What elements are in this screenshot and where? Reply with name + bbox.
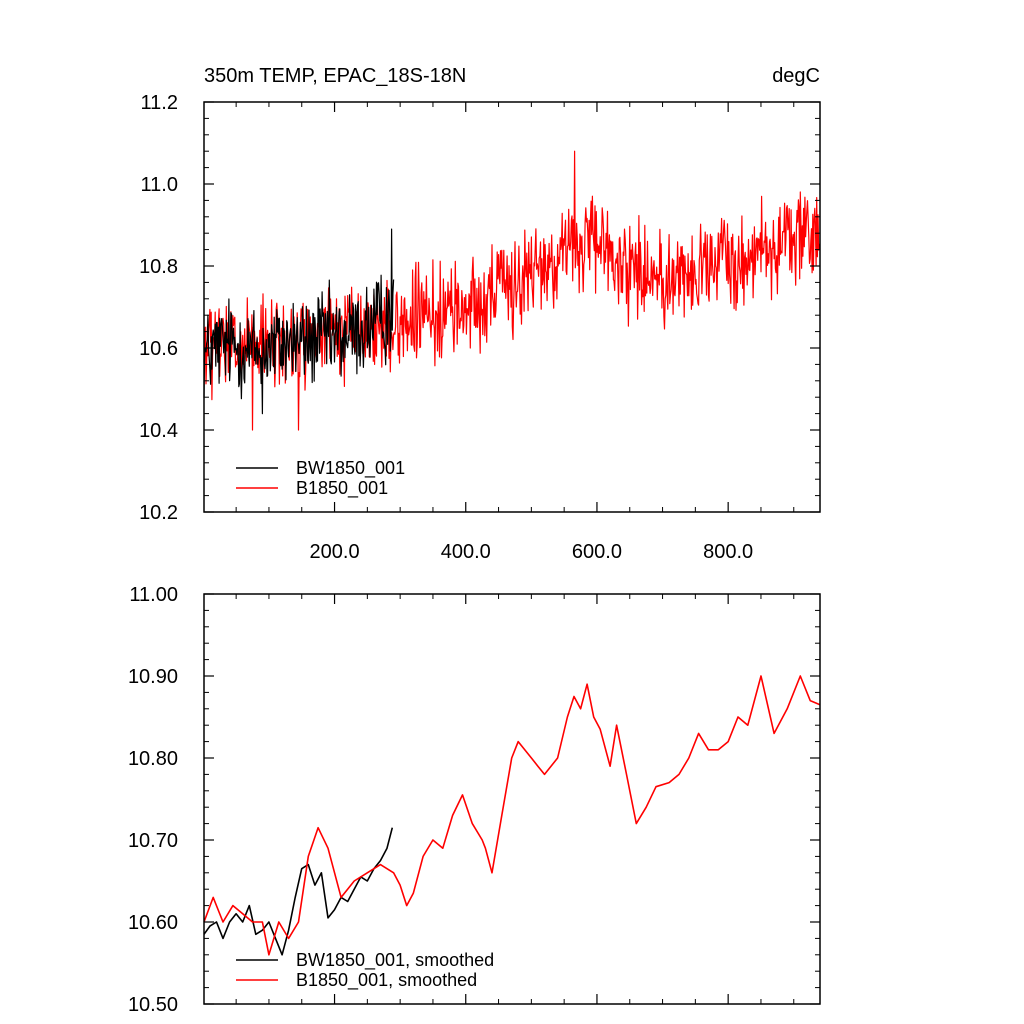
top-chart-panel: 350m TEMP, EPAC_18S-18N degC 10.210.410.… xyxy=(139,65,821,563)
top-plot-frame xyxy=(203,101,821,513)
y-tick-label: 10.50 xyxy=(128,994,178,1016)
series-line-black xyxy=(203,827,394,956)
y-tick-label: 10.90 xyxy=(128,666,178,688)
x-tick-label: 800.0 xyxy=(703,541,753,563)
y-tick-label: 10.8 xyxy=(139,256,178,278)
series-line-black xyxy=(203,228,395,415)
units-label: degC xyxy=(772,65,820,87)
bottom-series-layer xyxy=(203,675,821,956)
top-series-layer xyxy=(203,150,821,431)
chart-title: 350m TEMP, EPAC_18S-18N xyxy=(204,65,466,87)
legend-label: BW1850_001, smoothed xyxy=(296,950,494,971)
y-tick-label: 10.70 xyxy=(128,830,178,852)
y-tick-label: 11.00 xyxy=(129,584,178,606)
x-tick-label: 600.0 xyxy=(572,541,622,563)
series-line-red xyxy=(203,675,821,956)
legend-label: BW1850_001 xyxy=(296,458,405,479)
y-tick-label: 11.0 xyxy=(141,174,178,196)
y-tick-label: 10.2 xyxy=(139,502,178,524)
bottom-plot-frame xyxy=(203,593,821,1005)
y-tick-label: 10.6 xyxy=(139,338,178,360)
x-tick-label: 200.0 xyxy=(310,541,360,563)
top-tick-layer: 10.2 10.4 10.6 10.8 11.0 11.2 200.0 400.0 600.0 8… xyxy=(139,92,820,563)
x-tick-label: 400.0 xyxy=(441,541,491,563)
y-tick-label: 10.80 xyxy=(128,748,178,770)
y-tick-label: 10.60 xyxy=(128,912,178,934)
bottom-tick-layer: 10.50 10.60 10.70 10.80 10.90 11.00 xyxy=(128,584,820,1016)
bottom-chart-panel: 10.50 10.60 10.70 10.80 10.90 11.00 BW1850_00… xyxy=(128,584,821,1016)
y-tick-label: 11.2 xyxy=(141,92,178,114)
legend-label: B1850_001 xyxy=(296,478,388,499)
series-line-red xyxy=(203,150,821,431)
legend-label: B1850_001, smoothed xyxy=(296,970,477,991)
y-tick-label: 10.4 xyxy=(139,420,178,442)
